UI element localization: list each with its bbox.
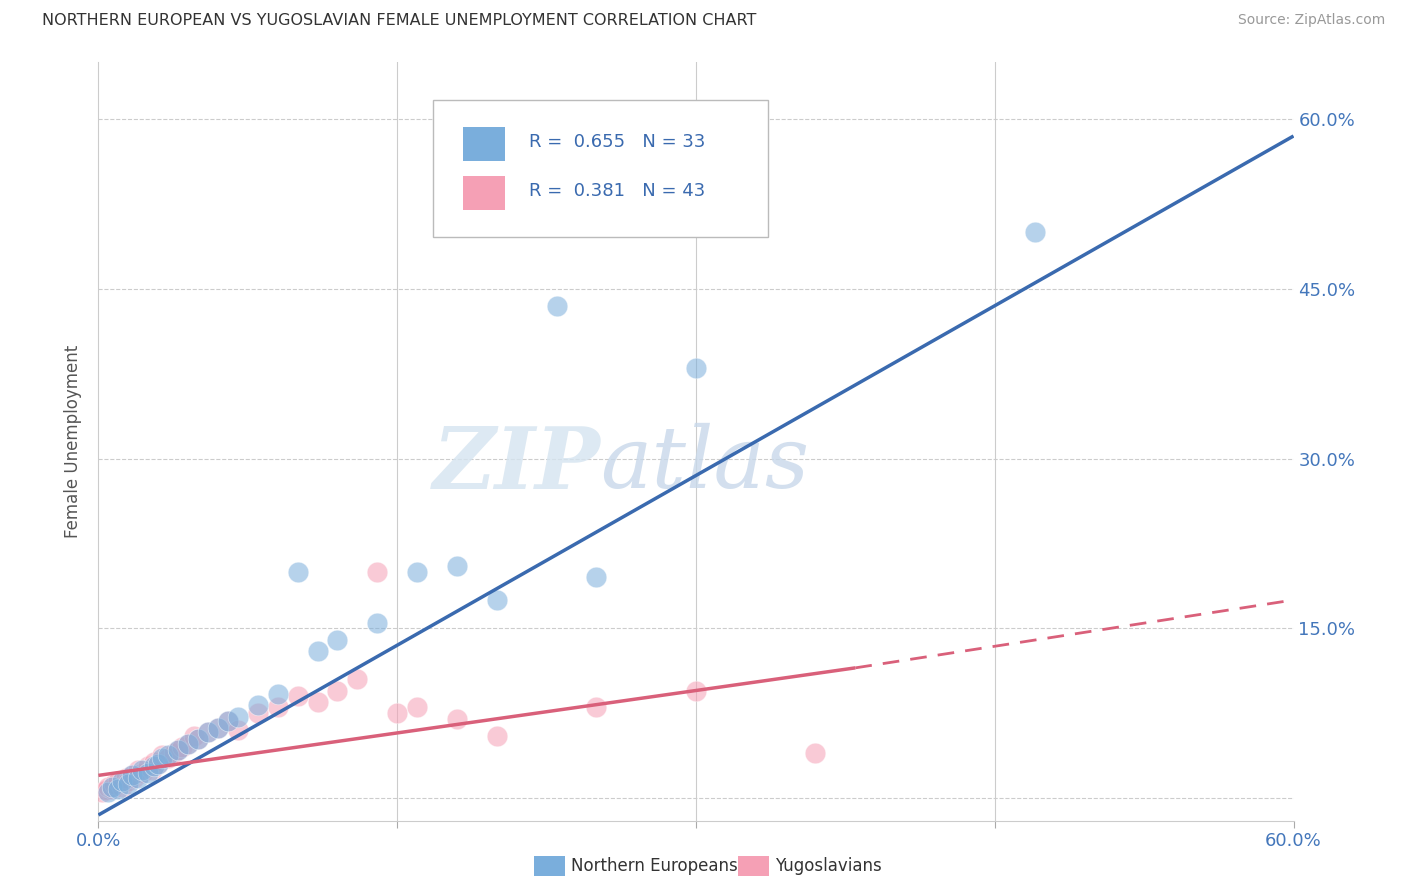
- Point: [136, 759, 159, 773]
- Point: [385, 706, 409, 720]
- Point: [406, 565, 429, 579]
- Text: R =  0.655   N = 33: R = 0.655 N = 33: [529, 133, 704, 151]
- Point: [187, 732, 209, 747]
- Y-axis label: Female Unemployment: Female Unemployment: [65, 345, 83, 538]
- Point: [585, 700, 607, 714]
- Point: [485, 593, 508, 607]
- Point: [217, 714, 239, 728]
- Point: [326, 632, 349, 647]
- Point: [111, 774, 134, 789]
- Point: [167, 743, 190, 757]
- Point: [141, 763, 163, 777]
- FancyBboxPatch shape: [463, 176, 505, 211]
- Point: [307, 695, 329, 709]
- Point: [267, 700, 290, 714]
- Point: [585, 570, 607, 584]
- Point: [148, 757, 170, 772]
- Point: [366, 615, 388, 630]
- Point: [107, 781, 129, 796]
- Point: [287, 689, 309, 703]
- Point: [121, 768, 143, 782]
- Point: [107, 774, 129, 789]
- Point: [406, 700, 429, 714]
- Point: [226, 709, 249, 723]
- FancyBboxPatch shape: [463, 127, 505, 161]
- Text: ZIP: ZIP: [433, 423, 600, 506]
- Point: [157, 751, 180, 765]
- Point: [207, 721, 229, 735]
- Text: R =  0.381   N = 43: R = 0.381 N = 43: [529, 182, 704, 201]
- Point: [96, 783, 118, 797]
- Point: [143, 755, 166, 769]
- Point: [804, 746, 827, 760]
- Point: [115, 771, 138, 785]
- Point: [124, 771, 146, 785]
- Point: [131, 766, 153, 780]
- Point: [246, 706, 269, 720]
- Text: atlas: atlas: [600, 423, 810, 506]
- Point: [446, 712, 468, 726]
- Point: [163, 746, 186, 760]
- Point: [121, 768, 143, 782]
- Point: [97, 785, 120, 799]
- Point: [150, 751, 173, 765]
- Point: [172, 740, 194, 755]
- Point: [148, 757, 170, 772]
- Point: [111, 780, 134, 794]
- Point: [685, 361, 707, 376]
- Point: [197, 725, 219, 739]
- Point: [446, 559, 468, 574]
- Point: [685, 683, 707, 698]
- Point: [157, 747, 180, 762]
- Point: [136, 766, 159, 780]
- Point: [127, 763, 149, 777]
- Point: [546, 299, 568, 313]
- Point: [150, 747, 173, 762]
- Point: [91, 785, 114, 799]
- Point: [117, 777, 139, 791]
- Point: [287, 565, 309, 579]
- Text: NORTHERN EUROPEAN VS YUGOSLAVIAN FEMALE UNEMPLOYMENT CORRELATION CHART: NORTHERN EUROPEAN VS YUGOSLAVIAN FEMALE …: [42, 13, 756, 29]
- Point: [1024, 225, 1046, 239]
- Point: [187, 732, 209, 747]
- Point: [207, 721, 229, 735]
- Point: [97, 780, 120, 794]
- Point: [177, 737, 200, 751]
- Point: [101, 781, 124, 796]
- Text: Yugoslavians: Yugoslavians: [775, 857, 882, 875]
- Point: [267, 687, 290, 701]
- Text: Source: ZipAtlas.com: Source: ZipAtlas.com: [1237, 13, 1385, 28]
- Point: [226, 723, 249, 738]
- Point: [307, 644, 329, 658]
- Point: [366, 565, 388, 579]
- Point: [326, 683, 349, 698]
- Point: [346, 672, 368, 686]
- Point: [101, 780, 124, 794]
- Point: [177, 737, 200, 751]
- Point: [485, 729, 508, 743]
- Point: [197, 725, 219, 739]
- Point: [143, 759, 166, 773]
- Point: [131, 763, 153, 777]
- Text: Northern Europeans: Northern Europeans: [571, 857, 738, 875]
- Point: [167, 743, 190, 757]
- Point: [246, 698, 269, 713]
- Point: [103, 777, 125, 791]
- Point: [183, 729, 205, 743]
- Point: [117, 774, 139, 789]
- Point: [217, 714, 239, 728]
- FancyBboxPatch shape: [433, 101, 768, 236]
- Point: [127, 771, 149, 785]
